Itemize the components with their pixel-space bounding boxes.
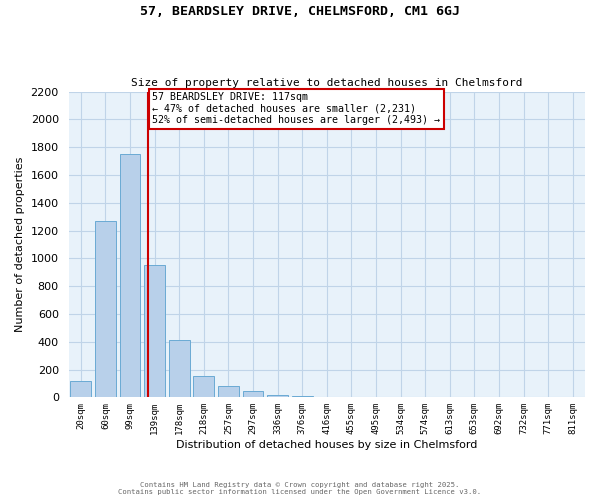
Y-axis label: Number of detached properties: Number of detached properties (15, 157, 25, 332)
Bar (193, 376, 214, 398)
Bar (267, 394, 288, 398)
Bar (169, 340, 190, 398)
Bar (95, 221, 116, 398)
Bar (70, 380, 91, 398)
Text: 57 BEARDSLEY DRIVE: 117sqm
← 47% of detached houses are smaller (2,231)
52% of s: 57 BEARDSLEY DRIVE: 117sqm ← 47% of deta… (152, 92, 440, 126)
Text: Contains HM Land Registry data © Crown copyright and database right 2025.
Contai: Contains HM Land Registry data © Crown c… (118, 482, 482, 495)
Bar (292, 396, 313, 398)
Bar (242, 391, 263, 398)
Title: Size of property relative to detached houses in Chelmsford: Size of property relative to detached ho… (131, 78, 523, 88)
X-axis label: Distribution of detached houses by size in Chelmsford: Distribution of detached houses by size … (176, 440, 478, 450)
Bar (218, 386, 239, 398)
Text: 57, BEARDSLEY DRIVE, CHELMSFORD, CM1 6GJ: 57, BEARDSLEY DRIVE, CHELMSFORD, CM1 6GJ (140, 5, 460, 18)
Bar (144, 266, 165, 398)
Bar (119, 154, 140, 398)
